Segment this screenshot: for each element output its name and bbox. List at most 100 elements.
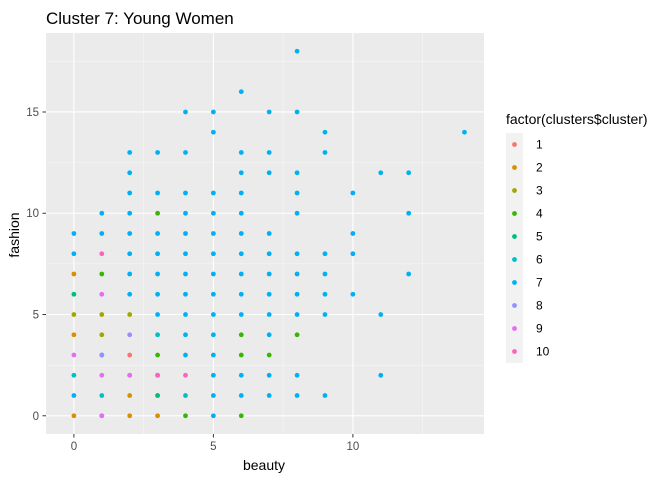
data-point-cluster-7 — [127, 210, 133, 216]
data-point-cluster-7 — [238, 150, 244, 155]
data-point-cluster-7 — [322, 251, 328, 257]
data-point-cluster-7 — [210, 129, 216, 135]
legend-label-1: 1 — [536, 138, 543, 152]
data-point-cluster-3 — [99, 312, 105, 317]
data-point-cluster-7 — [322, 129, 328, 135]
legend-key-2 — [512, 165, 517, 170]
data-point-cluster-7 — [378, 372, 384, 378]
data-point-cluster-7 — [99, 210, 105, 216]
data-point-cluster-7 — [266, 312, 272, 317]
data-point-cluster-7 — [350, 251, 356, 257]
data-point-cluster-7 — [210, 210, 216, 216]
data-point-cluster-7 — [238, 170, 244, 176]
data-point-cluster-7 — [266, 291, 272, 297]
data-point-cluster-7 — [210, 109, 216, 115]
legend-key-5 — [512, 234, 517, 239]
y-tick-label: 5 — [33, 310, 39, 322]
data-point-cluster-7 — [210, 251, 216, 257]
data-point-cluster-5 — [71, 291, 77, 297]
data-point-cluster-3 — [127, 312, 133, 317]
data-point-cluster-7 — [183, 231, 188, 236]
data-point-cluster-7 — [210, 332, 216, 338]
legend-label-4: 4 — [536, 207, 543, 221]
data-point-cluster-7 — [406, 170, 412, 176]
data-point-cluster-8 — [99, 352, 105, 358]
data-point-cluster-7 — [294, 170, 300, 176]
data-point-cluster-6 — [183, 393, 188, 398]
data-point-cluster-7 — [127, 231, 133, 236]
data-point-cluster-4 — [183, 413, 188, 419]
data-point-cluster-5 — [155, 393, 160, 398]
x-tick-label: 5 — [210, 441, 216, 453]
data-point-cluster-7 — [294, 190, 300, 196]
data-point-cluster-7 — [127, 170, 133, 176]
legend-key-1 — [512, 142, 517, 147]
data-point-cluster-7 — [266, 109, 272, 115]
legend-key-background — [506, 133, 523, 363]
data-point-cluster-7 — [183, 312, 188, 317]
data-point-cluster-7 — [210, 271, 216, 277]
data-point-cluster-7 — [238, 251, 244, 257]
data-point-cluster-7 — [266, 170, 272, 176]
data-point-cluster-6 — [155, 332, 160, 338]
data-point-cluster-7 — [378, 170, 384, 176]
data-points — [71, 48, 467, 419]
plot-panel — [46, 33, 484, 434]
x-tick-label: 0 — [71, 441, 77, 453]
data-point-cluster-7 — [238, 291, 244, 297]
legend-label-3: 3 — [536, 184, 543, 198]
data-point-cluster-7 — [155, 150, 160, 155]
legend-label-10: 10 — [536, 345, 550, 359]
data-point-cluster-7 — [238, 210, 244, 216]
legend-label-7: 7 — [536, 276, 543, 290]
data-point-cluster-9 — [127, 372, 133, 378]
legend: factor(clusters$cluster) 1 2 3 4 5 6 7 8 9 10 — [506, 111, 648, 363]
data-point-cluster-7 — [238, 190, 244, 196]
data-point-cluster-7 — [266, 332, 272, 338]
data-point-cluster-7 — [210, 393, 216, 398]
data-point-cluster-7 — [183, 109, 188, 115]
data-point-cluster-7 — [155, 251, 160, 257]
data-point-cluster-7 — [266, 372, 272, 378]
data-point-cluster-7 — [71, 231, 77, 236]
data-point-cluster-7 — [210, 352, 216, 358]
data-point-cluster-7 — [350, 231, 356, 236]
data-point-cluster-4 — [238, 332, 244, 338]
y-tick-label: 10 — [26, 208, 39, 220]
data-point-cluster-4 — [266, 352, 272, 358]
data-point-cluster-7 — [155, 190, 160, 196]
data-point-cluster-4 — [155, 210, 160, 216]
data-point-cluster-7 — [127, 291, 133, 297]
data-point-cluster-7 — [183, 190, 188, 196]
data-point-cluster-7 — [406, 271, 412, 277]
data-point-cluster-1 — [127, 352, 133, 358]
data-point-cluster-7 — [294, 48, 300, 54]
data-point-cluster-9 — [99, 372, 105, 378]
data-point-cluster-7 — [238, 271, 244, 277]
data-point-cluster-7 — [127, 150, 133, 155]
data-point-cluster-7 — [183, 210, 188, 216]
data-point-cluster-7 — [71, 251, 77, 257]
data-point-cluster-7 — [99, 231, 105, 236]
data-point-cluster-7 — [294, 251, 300, 257]
data-point-cluster-7 — [294, 109, 300, 115]
data-point-cluster-7 — [183, 332, 188, 338]
data-point-cluster-7 — [210, 413, 216, 419]
x-axis-title: beauty — [243, 457, 285, 473]
legend-key-8 — [512, 303, 517, 308]
data-point-cluster-2 — [127, 413, 133, 419]
data-point-cluster-2 — [71, 271, 77, 277]
data-point-cluster-7 — [238, 312, 244, 317]
data-point-cluster-10 — [183, 372, 188, 378]
y-tick-label: 0 — [33, 411, 39, 423]
legend-label-6: 6 — [536, 253, 543, 267]
data-point-cluster-7 — [294, 393, 300, 398]
data-point-cluster-7 — [155, 231, 160, 236]
data-point-cluster-2 — [155, 413, 160, 419]
legend-label-2: 2 — [536, 161, 543, 175]
data-point-cluster-7 — [266, 150, 272, 155]
data-point-cluster-7 — [266, 231, 272, 236]
data-point-cluster-7 — [127, 190, 133, 196]
data-point-cluster-7 — [322, 291, 328, 297]
